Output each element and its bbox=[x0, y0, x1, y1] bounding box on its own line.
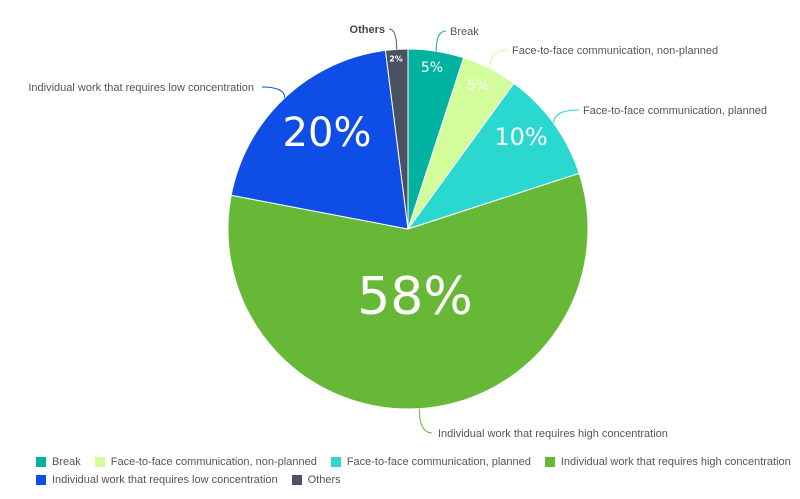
legend-label: Break bbox=[52, 456, 81, 468]
callout-line-3 bbox=[418, 408, 433, 434]
legend-item-break[interactable]: Break bbox=[36, 454, 81, 470]
legend-item-low-concentration[interactable]: Individual work that requires low concen… bbox=[36, 472, 278, 488]
legend-label: Face-to-face communication, non-planned bbox=[110, 456, 317, 468]
pie-slices bbox=[227, 48, 589, 410]
legend-label: Individual work that requires high conce… bbox=[560, 456, 791, 468]
callout-lines bbox=[261, 28, 580, 434]
slice-percent-labels: 5% 5% 10% 58% 20% 2% bbox=[283, 55, 548, 328]
pct-label-break: 5% bbox=[421, 60, 443, 76]
legend-swatch bbox=[36, 475, 46, 485]
pie-slice-2[interactable] bbox=[406, 82, 580, 230]
legend-swatch bbox=[544, 457, 555, 467]
pie-slice-5[interactable] bbox=[384, 48, 409, 230]
legend-swatch bbox=[36, 457, 46, 467]
pie-slice-3[interactable] bbox=[227, 172, 589, 410]
legend-swatch bbox=[291, 475, 302, 485]
legend-swatch bbox=[330, 457, 341, 467]
callout-line-4 bbox=[261, 86, 286, 98]
legend-label: Others bbox=[307, 474, 341, 486]
pie-chart: Break Face-to-face communication, non-pl… bbox=[28, 24, 767, 440]
pct-label-low-concentration: 20% bbox=[283, 110, 372, 156]
callout-label-others: Others bbox=[350, 24, 385, 36]
callout-label-f2f-planned: Face-to-face communication, planned bbox=[583, 105, 767, 117]
pct-label-high-concentration: 58% bbox=[357, 267, 473, 327]
pct-label-others: 2% bbox=[389, 55, 403, 64]
callout-line-1 bbox=[489, 49, 509, 69]
legend-label: Individual work that requires low concen… bbox=[52, 474, 278, 486]
callout-label-f2f-nonplanned: Face-to-face communication, non-planned bbox=[512, 45, 718, 57]
pct-label-f2f-planned: 10% bbox=[494, 123, 547, 151]
legend-label: Face-to-face communication, planned bbox=[346, 456, 531, 468]
callout-label-break: Break bbox=[450, 26, 479, 38]
callout-line-0 bbox=[435, 30, 447, 52]
callout-label-high-concentration: Individual work that requires high conce… bbox=[438, 428, 668, 440]
callout-line-2 bbox=[553, 109, 580, 124]
legend-item-f2f-nonplanned[interactable]: Face-to-face communication, non-planned bbox=[94, 454, 317, 470]
legend-item-high-concentration[interactable]: Individual work that requires high conce… bbox=[544, 454, 791, 470]
pct-label-f2f-nonplanned: 5% bbox=[467, 78, 489, 94]
callout-labels: Break Face-to-face communication, non-pl… bbox=[28, 24, 767, 440]
legend-swatch bbox=[94, 457, 105, 467]
callout-label-low-concentration: Individual work that requires low concen… bbox=[28, 82, 254, 94]
chart-legend: Break Face-to-face communication, non-pl… bbox=[36, 454, 796, 490]
pie-slice-4[interactable] bbox=[230, 49, 409, 230]
legend-item-f2f-planned[interactable]: Face-to-face communication, planned bbox=[330, 454, 531, 470]
callout-line-5 bbox=[388, 28, 398, 50]
legend-item-others[interactable]: Others bbox=[291, 472, 341, 488]
